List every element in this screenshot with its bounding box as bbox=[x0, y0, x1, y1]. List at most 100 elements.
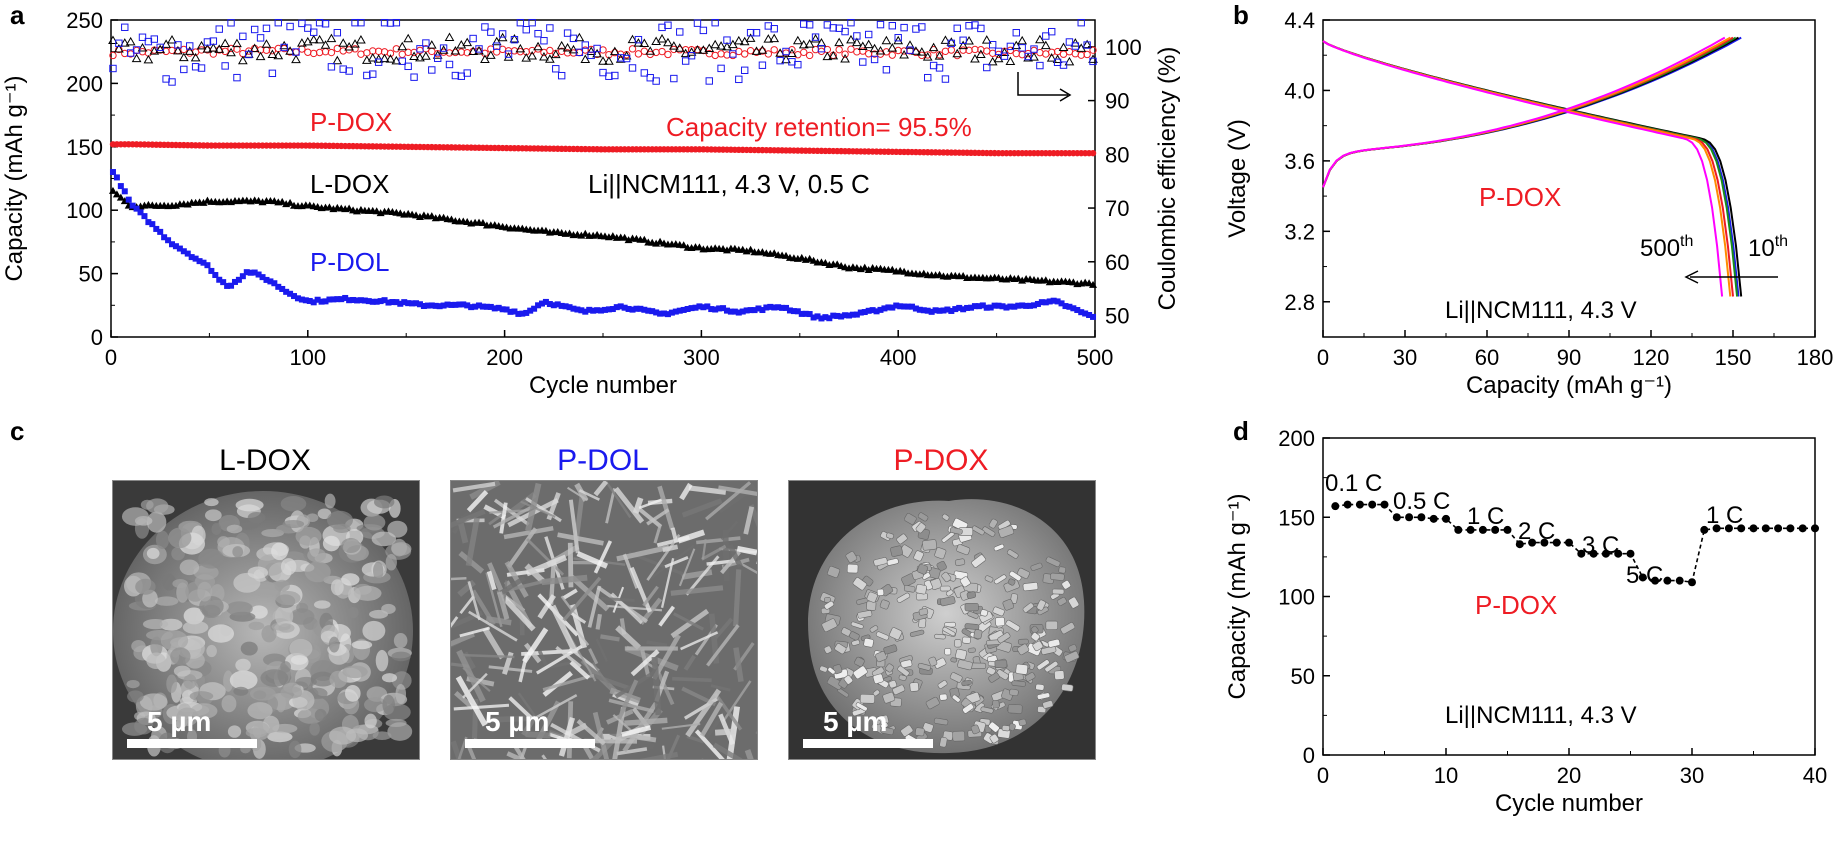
point bbox=[428, 66, 436, 74]
point bbox=[652, 239, 661, 247]
label-cell-condition: Li||NCM111, 4.3 V bbox=[1445, 297, 1637, 324]
point bbox=[1007, 303, 1014, 310]
grain bbox=[1051, 588, 1065, 595]
grain bbox=[173, 665, 191, 677]
grain bbox=[172, 579, 189, 589]
flake bbox=[713, 692, 743, 731]
flake bbox=[616, 747, 648, 756]
point bbox=[633, 305, 640, 312]
point bbox=[999, 47, 1010, 57]
point bbox=[117, 183, 124, 190]
point bbox=[472, 303, 479, 310]
point bbox=[905, 303, 912, 310]
right-axis-arrow bbox=[1017, 72, 1068, 96]
flake bbox=[608, 698, 655, 713]
point bbox=[617, 303, 624, 310]
grain bbox=[875, 631, 890, 641]
flake bbox=[576, 719, 606, 746]
grain bbox=[247, 702, 273, 720]
grain bbox=[278, 623, 295, 633]
flake bbox=[714, 617, 734, 639]
point bbox=[752, 29, 761, 37]
point bbox=[557, 71, 566, 80]
grain bbox=[988, 672, 1000, 683]
point bbox=[918, 23, 926, 31]
x-tick-label: 40 bbox=[1803, 763, 1827, 788]
grain bbox=[962, 636, 971, 644]
grain bbox=[873, 557, 888, 567]
x-axis-label: Cycle number bbox=[529, 372, 677, 399]
grain bbox=[989, 733, 999, 744]
point bbox=[369, 298, 376, 305]
point bbox=[306, 297, 313, 304]
point bbox=[208, 43, 219, 52]
flake bbox=[578, 489, 600, 501]
point bbox=[1030, 45, 1038, 53]
point bbox=[109, 169, 116, 176]
point bbox=[770, 46, 778, 54]
flake bbox=[736, 560, 757, 574]
grain bbox=[880, 726, 894, 736]
grain bbox=[1008, 723, 1016, 731]
grain bbox=[973, 629, 983, 640]
panel-label-a: a bbox=[10, 0, 25, 30]
point bbox=[138, 33, 147, 41]
point bbox=[1011, 303, 1018, 310]
point bbox=[805, 21, 814, 29]
point bbox=[507, 308, 514, 315]
point bbox=[320, 40, 331, 49]
point bbox=[664, 311, 671, 318]
grain bbox=[1016, 643, 1030, 656]
point bbox=[184, 46, 195, 55]
point bbox=[271, 280, 278, 287]
y-tick-label: 100 bbox=[66, 198, 103, 223]
point bbox=[708, 306, 715, 313]
point bbox=[468, 46, 478, 56]
flake bbox=[642, 585, 659, 607]
grain bbox=[146, 511, 167, 533]
point bbox=[197, 64, 206, 72]
point bbox=[298, 19, 306, 28]
point bbox=[586, 306, 593, 313]
grain bbox=[240, 641, 258, 656]
x-tick-label: 60 bbox=[1475, 345, 1499, 370]
point bbox=[149, 46, 160, 55]
grain bbox=[341, 573, 360, 586]
flake bbox=[550, 604, 578, 654]
y-tick-label: 4.4 bbox=[1284, 8, 1315, 33]
panel-label-b: b bbox=[1233, 0, 1249, 30]
point bbox=[563, 29, 572, 37]
point bbox=[993, 53, 1004, 63]
flake bbox=[508, 696, 533, 720]
grain bbox=[391, 538, 407, 557]
grain bbox=[329, 726, 357, 745]
point bbox=[538, 300, 545, 307]
grain bbox=[883, 644, 898, 655]
point bbox=[255, 51, 266, 61]
point bbox=[273, 50, 284, 60]
flake bbox=[557, 532, 604, 546]
grain bbox=[851, 639, 861, 646]
point bbox=[640, 69, 649, 77]
point bbox=[1565, 538, 1573, 547]
point bbox=[509, 33, 520, 43]
label-p-dox: P-DOX bbox=[1479, 182, 1561, 212]
x-tick-label: 0 bbox=[1317, 345, 1329, 370]
point bbox=[696, 303, 703, 310]
point bbox=[108, 35, 118, 45]
point bbox=[1663, 576, 1672, 585]
point bbox=[161, 39, 171, 48]
point bbox=[920, 307, 927, 314]
grain bbox=[233, 686, 249, 696]
grain bbox=[1044, 661, 1059, 673]
flake bbox=[593, 540, 613, 574]
point bbox=[688, 305, 695, 312]
grain bbox=[226, 601, 253, 616]
point bbox=[115, 39, 123, 47]
point bbox=[463, 69, 471, 77]
grain bbox=[385, 553, 397, 571]
point bbox=[720, 305, 727, 312]
point bbox=[798, 310, 805, 317]
grain bbox=[863, 638, 874, 648]
grain bbox=[341, 538, 361, 554]
